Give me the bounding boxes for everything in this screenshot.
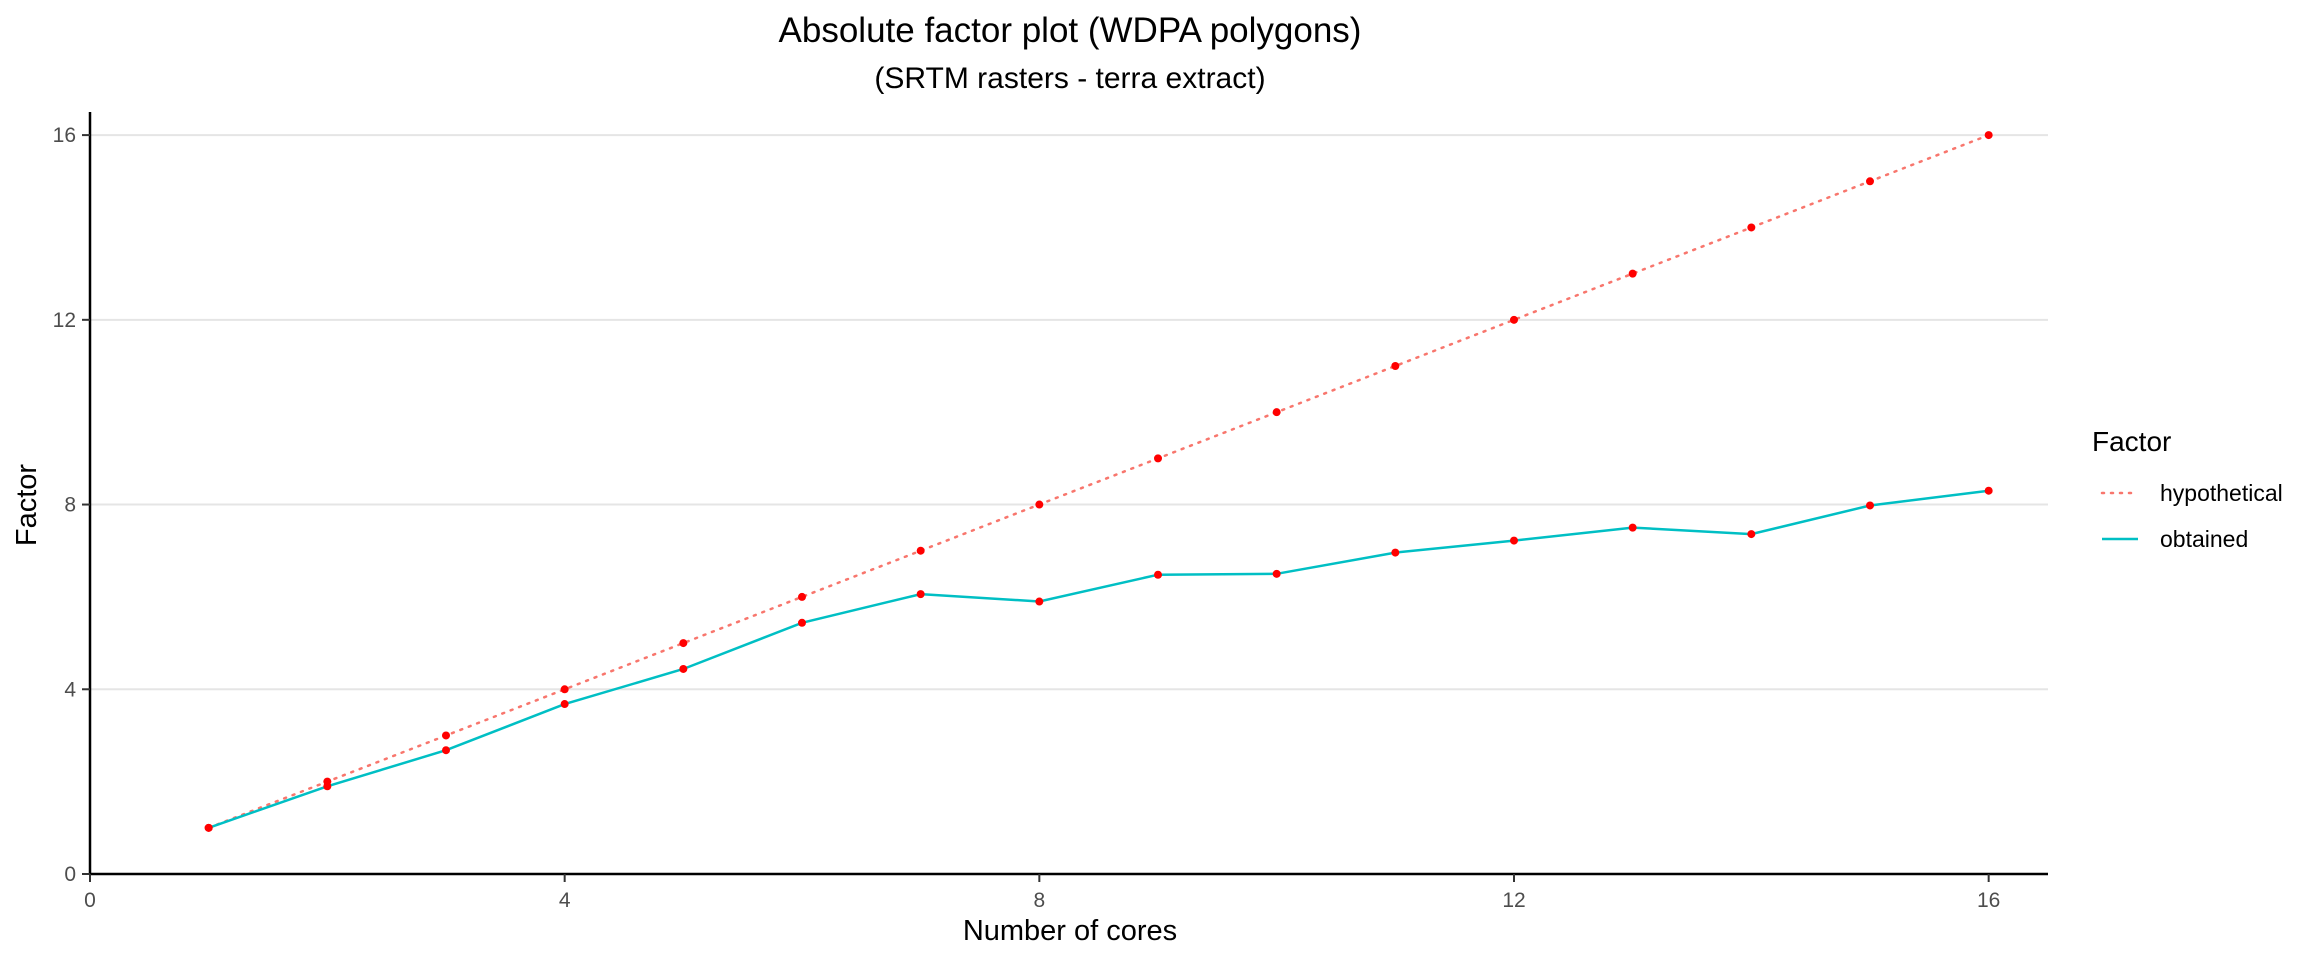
series-line-hypothetical — [207, 133, 1990, 830]
data-point-obtained — [560, 700, 569, 709]
data-point-hypothetical — [1272, 408, 1281, 417]
data-point-hypothetical — [1035, 500, 1044, 509]
data-point-obtained — [1628, 523, 1637, 532]
series-line-obtained — [208, 489, 1989, 829]
data-point-hypothetical — [1391, 362, 1400, 370]
data-point-obtained — [916, 590, 925, 599]
data-point-hypothetical — [1984, 131, 1993, 140]
chart-title: Absolute factor plot (WDPA polygons) — [779, 11, 1362, 50]
data-point-hypothetical — [679, 639, 688, 648]
data-point-hypothetical — [916, 546, 925, 555]
data-point-hypothetical — [1154, 454, 1162, 463]
data-point-hypothetical — [442, 731, 450, 740]
data-point-obtained — [1747, 530, 1756, 539]
legend-title: Factor — [2092, 426, 2171, 457]
data-point-obtained — [1272, 569, 1281, 578]
series-lines — [207, 133, 1990, 830]
chart-subtitle: (SRTM rasters - terra extract) — [874, 62, 1265, 95]
data-point-obtained — [679, 664, 688, 673]
data-point-hypothetical — [1510, 315, 1518, 324]
y-tick-label: 0 — [64, 863, 76, 886]
data-point-obtained — [1035, 597, 1044, 606]
data-points — [204, 131, 1993, 832]
data-point-hypothetical — [1628, 269, 1637, 278]
x-tick-label: 12 — [1502, 889, 1525, 912]
data-point-hypothetical — [560, 685, 569, 694]
x-tick-label: 8 — [1033, 889, 1045, 912]
x-axis-title: Number of cores — [963, 915, 1177, 947]
data-point-obtained — [1510, 536, 1518, 545]
y-tick-label: 8 — [64, 494, 76, 517]
gridlines — [90, 134, 2048, 691]
x-tick-label: 0 — [84, 889, 96, 912]
legend-label-obtained: obtained — [2160, 526, 2248, 552]
legend: Factor hypothetical obtained — [2092, 426, 2283, 552]
data-point-hypothetical — [798, 592, 806, 601]
y-tick-label: 16 — [53, 124, 76, 147]
data-point-obtained — [323, 782, 332, 791]
x-tick-label: 4 — [559, 889, 571, 912]
data-point-hypothetical — [1747, 223, 1756, 232]
data-point-obtained — [1154, 570, 1162, 579]
data-point-obtained — [204, 823, 213, 832]
data-point-obtained — [1866, 501, 1874, 510]
y-tick-label: 12 — [53, 309, 76, 332]
data-point-obtained — [442, 746, 450, 755]
legend-label-hypothetical: hypothetical — [2160, 480, 2283, 506]
data-point-hypothetical — [1866, 177, 1874, 186]
data-point-obtained — [1984, 486, 1993, 495]
data-point-obtained — [1391, 548, 1400, 557]
y-tick-label: 4 — [64, 678, 76, 701]
data-point-obtained — [798, 618, 806, 627]
axes: 0 4 8 12 16 0 4 8 12 16 — [53, 112, 2048, 912]
x-tick-label: 16 — [1977, 889, 2000, 912]
y-axis-title: Factor — [11, 464, 43, 547]
